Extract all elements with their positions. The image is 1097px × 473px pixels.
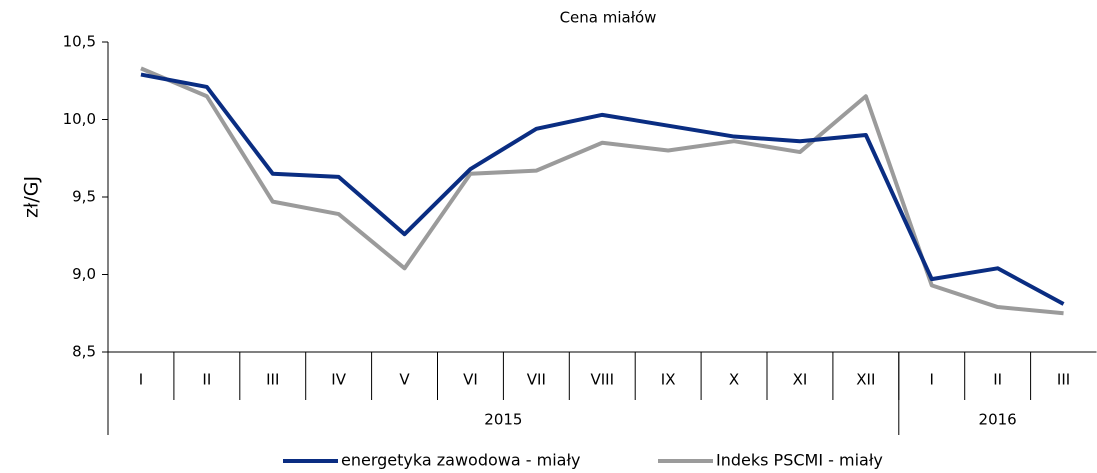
x-tick-label: XI <box>793 371 808 389</box>
x-tick-label: II <box>202 371 211 389</box>
y-tick-label: 9,5 <box>72 188 96 206</box>
y-tick-label: 10,0 <box>63 110 96 128</box>
legend-label: energetyka zawodowa - miały <box>341 451 580 470</box>
legend-label: Indeks PSCMI - miały <box>716 451 883 470</box>
x-tick-label: VI <box>463 371 478 389</box>
x-tick-label: IX <box>661 371 676 389</box>
x-tick-label: III <box>1057 371 1070 389</box>
x-tick-label: VIII <box>590 371 614 389</box>
x-tick-label: III <box>266 371 279 389</box>
x-tick-label: X <box>729 371 739 389</box>
x-tick-label: II <box>993 371 1002 389</box>
year-label: 2016 <box>979 411 1017 429</box>
y-tick-label: 9,0 <box>72 265 96 283</box>
y-tick-label: 8,5 <box>72 343 96 361</box>
series-line <box>140 66 1064 316</box>
year-label: 2015 <box>484 411 522 429</box>
x-tick-label: XII <box>856 371 875 389</box>
chart-title: Cena miałów <box>560 9 657 27</box>
x-tick-label: V <box>399 371 410 389</box>
y-tick-label: 10,5 <box>63 33 96 51</box>
x-tick-label: VII <box>527 371 546 389</box>
series-line <box>140 72 1065 306</box>
x-tick-label: I <box>139 371 143 389</box>
x-tick-label: IV <box>331 371 346 389</box>
y-axis-label: zł/GJ <box>21 176 43 218</box>
x-tick-label: I <box>930 371 934 389</box>
